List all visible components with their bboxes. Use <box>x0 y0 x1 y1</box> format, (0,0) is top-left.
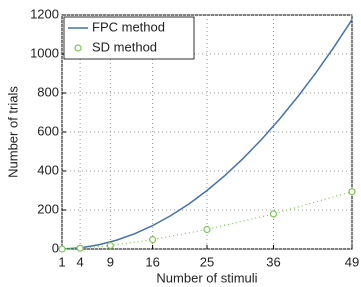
data-point <box>348 188 356 196</box>
legend-box <box>63 16 195 60</box>
data-point <box>203 225 211 234</box>
data-point <box>269 210 278 218</box>
x-tick-label: 4 <box>77 254 84 269</box>
y-tick-label: 200 <box>37 201 59 216</box>
y-tick-label: 1000 <box>30 45 59 60</box>
x-tick-label: 25 <box>200 254 214 269</box>
data-point <box>106 241 114 250</box>
data-point <box>76 244 84 252</box>
legend-label: FPC method <box>92 19 165 34</box>
x-tick-label: 36 <box>266 254 280 269</box>
x-tick-label: 49 <box>345 254 359 269</box>
y-tick-label: 1200 <box>30 6 59 21</box>
x-tick-label: 16 <box>145 254 159 269</box>
legend-marker <box>74 44 82 52</box>
data-point <box>149 236 157 244</box>
y-axis-label: Number of trials <box>5 86 20 178</box>
y-tick-label: 400 <box>37 162 59 177</box>
x-axis-label: Number of stimuli <box>156 270 257 285</box>
y-tick-label: 600 <box>37 123 59 138</box>
y-tick-label: 0 <box>52 240 59 255</box>
legend-label: SD method <box>92 39 157 54</box>
x-tick-label: 9 <box>107 254 114 269</box>
data-point <box>58 245 66 253</box>
series-line <box>61 19 353 250</box>
y-tick-label: 800 <box>37 84 59 99</box>
x-tick-label: 1 <box>58 254 65 269</box>
